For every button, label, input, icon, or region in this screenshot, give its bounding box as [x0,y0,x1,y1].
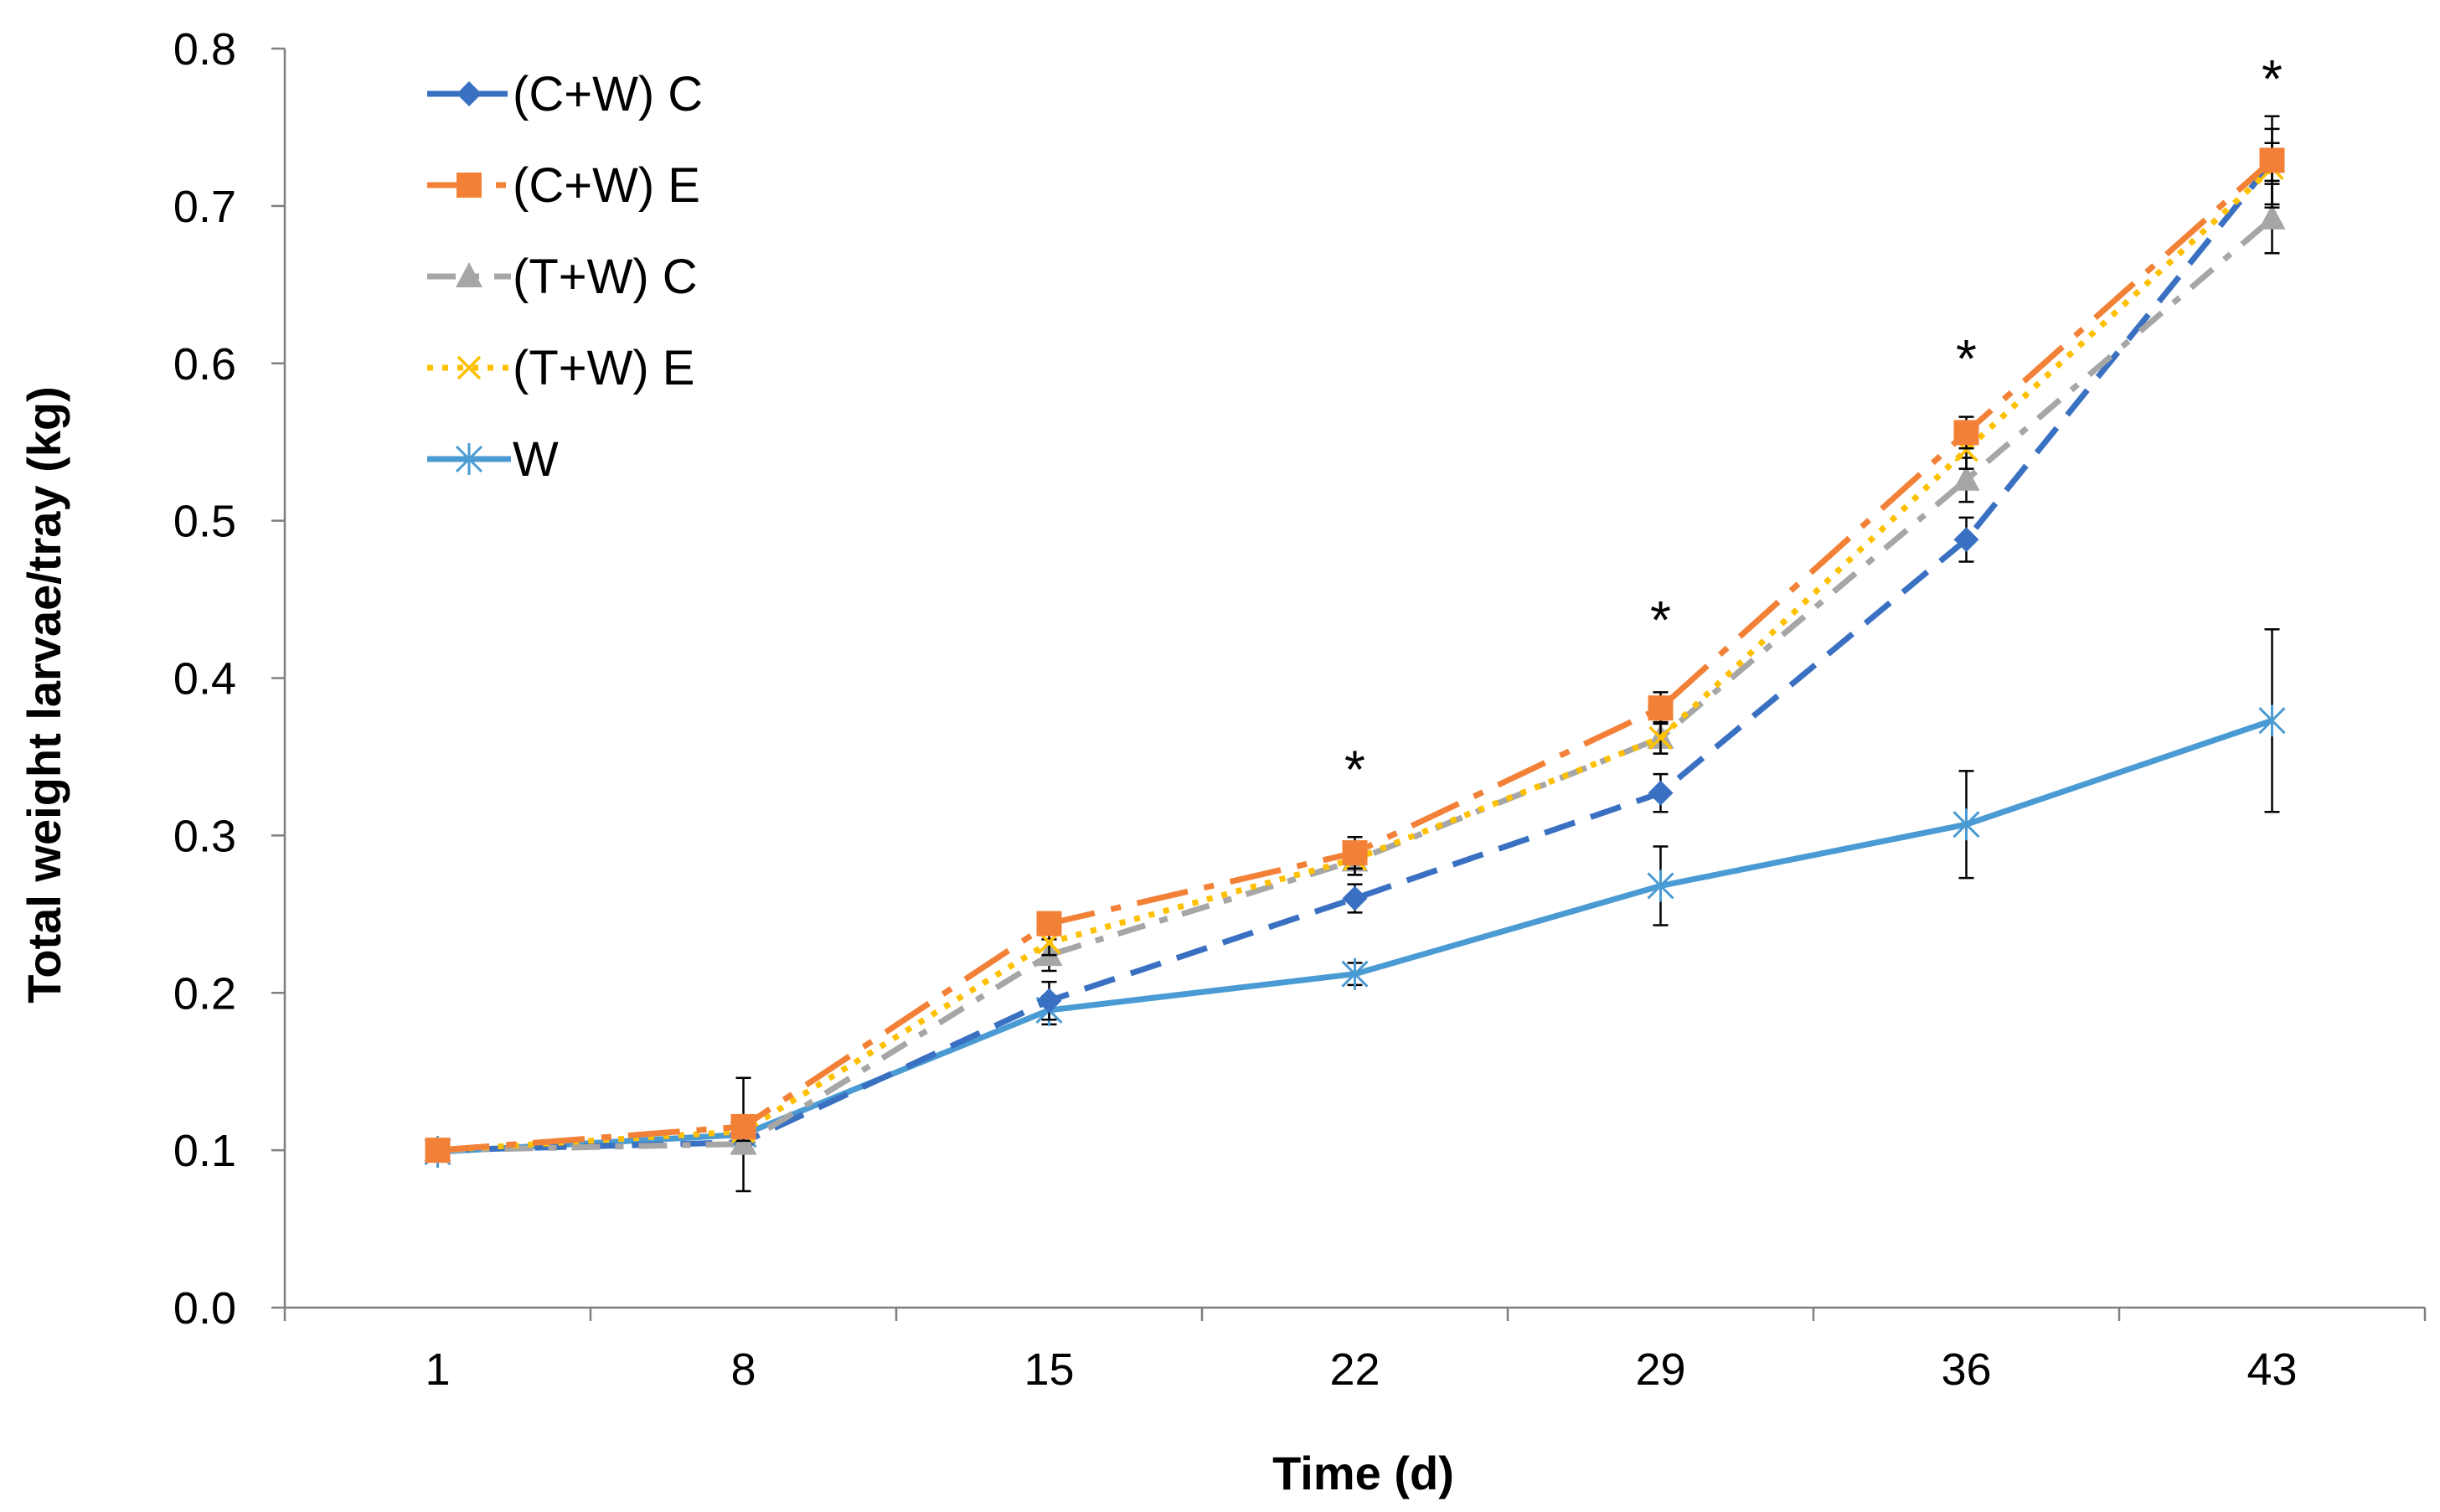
x-tick-label: 22 [1329,1344,1380,1395]
x-tick-label: 8 [730,1344,756,1395]
legend-marker [457,173,482,198]
data-point [2258,704,2286,737]
series-line [437,166,2274,1153]
series-0 [425,142,2285,1164]
legend-entry: (T+W) E [427,341,694,395]
significance-mark: * [2262,49,2283,109]
data-point [1648,695,1674,721]
legend-label: (C+W) E [513,158,700,213]
chart-legend: (C+W) C (C+W) E (T+W) C (T+W) E W [427,67,703,487]
legend-label: W [513,432,559,487]
x-tick-label: 36 [1941,1344,1991,1395]
x-tick-label: 29 [1635,1344,1685,1395]
data-point [1341,957,1369,990]
data-point [1648,725,1673,751]
y-tick-label: 0.7 [173,182,236,232]
data-point [1342,840,1368,866]
significance-annotations: * * * * [1344,49,2283,800]
legend-entry: W [427,432,559,487]
data-point [1036,911,1062,937]
y-tick-label: 0.4 [173,654,236,704]
data-point [1647,870,1674,902]
x-axis-title: Time (d) [1272,1447,1454,1499]
series-layer [424,115,2286,1193]
data-point [1342,885,1368,911]
series-2 [424,183,2286,1162]
data-point [2258,204,2286,230]
legend-marker [457,81,482,106]
series-line [437,216,2274,1153]
legend-entry: (C+W) E [427,158,700,213]
y-tick-label: 0.5 [173,497,236,547]
series-line [437,157,2274,1153]
data-point [1953,465,1980,491]
chart-axes: 0.0 0.1 0.2 0.3 0.4 0.5 0.6 0.7 0.8 1 8 15 22 29 36 43 [173,24,2427,1395]
significance-mark: * [1956,328,1977,389]
y-tick-label: 0.0 [173,1283,236,1334]
series-1 [425,115,2285,1164]
data-point [730,1129,757,1155]
y-tick-label: 0.2 [173,968,236,1019]
y-axis-title: Total weight larvae/tray (kg) [18,386,70,1003]
series-line [437,160,2275,1153]
significance-mark: * [1650,590,1671,650]
data-point [1648,780,1674,806]
series-3 [426,127,2284,1163]
legend-entry: (T+W) C [427,250,698,304]
legend-marker [456,262,482,287]
x-tick-label: 15 [1024,1344,1074,1395]
x-axis-ticks: 1 8 15 22 29 36 43 [283,1308,2427,1395]
y-tick-label: 0.1 [173,1126,236,1176]
x-tick-label: 1 [425,1344,450,1395]
legend-label: (T+W) E [513,341,694,395]
data-point [730,1113,756,1139]
data-point [1036,988,1062,1014]
y-tick-label: 0.8 [173,24,236,75]
legend-label: (T+W) C [513,250,698,304]
legend-marker [455,443,483,475]
legend-marker [457,355,482,380]
data-point [1953,808,1980,841]
y-tick-label: 0.6 [173,339,236,390]
significance-mark: * [1344,740,1365,800]
data-point [1953,527,1979,553]
data-point [1953,420,1979,446]
legend-entry: (C+W) C [427,67,703,121]
y-axis-ticks: 0.0 0.1 0.2 0.3 0.4 0.5 0.6 0.7 0.8 [173,24,285,1334]
data-point [2259,147,2285,173]
y-tick-label: 0.3 [173,811,236,861]
legend-label: (C+W) C [513,67,703,121]
x-tick-label: 43 [2247,1344,2297,1395]
data-point [425,1138,451,1164]
